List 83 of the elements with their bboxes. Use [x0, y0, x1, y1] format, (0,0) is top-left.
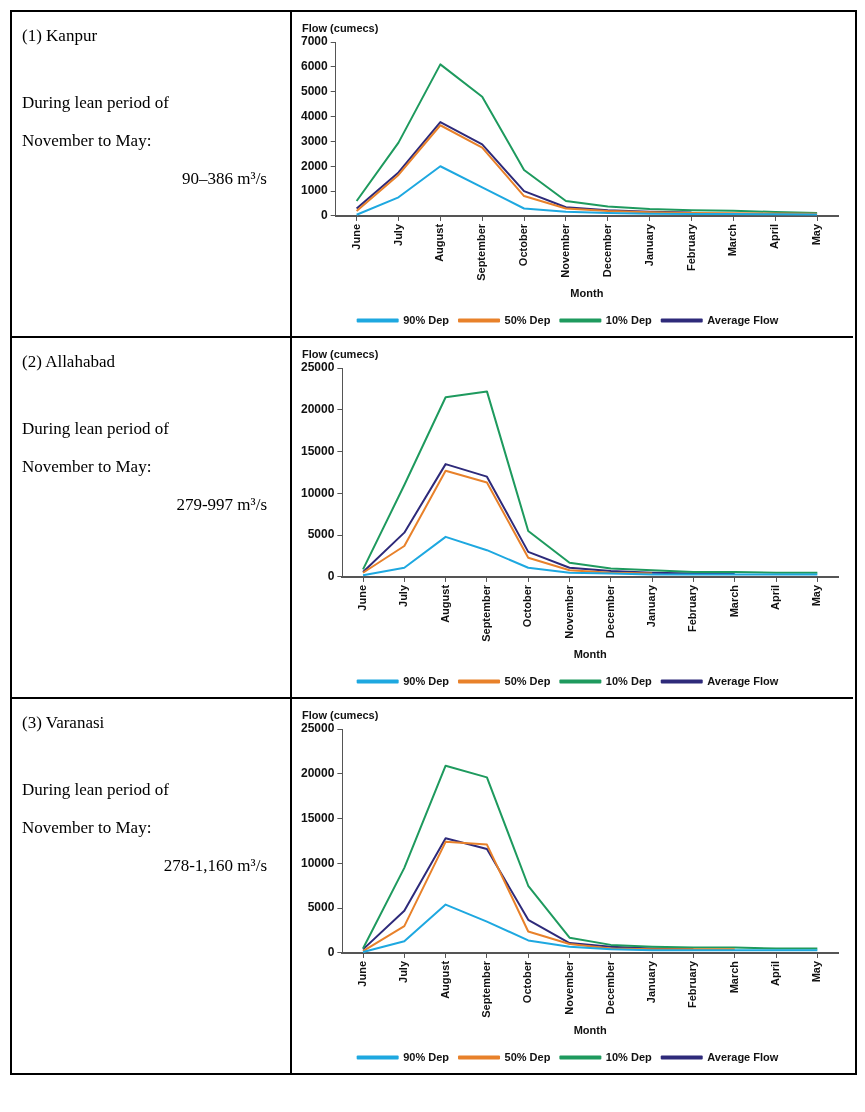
text: (2) Allahabad: [22, 352, 116, 372]
x-tick-label: July: [397, 960, 410, 983]
legend-label: Average Flow: [707, 313, 779, 326]
x-tick-label: May: [810, 223, 823, 246]
y-tick-label: 15000: [300, 443, 335, 458]
x-tick-label: January: [645, 960, 658, 1004]
x-tick-label: March: [726, 223, 739, 257]
text: During lean period of November to May:: [22, 779, 170, 839]
y-tick-label: 4000: [300, 108, 329, 123]
x-tick-label: February: [684, 223, 697, 272]
text: 278-1,160 m³/s: [162, 855, 267, 877]
legend-label: 90% Dep: [403, 674, 450, 687]
y-tick-label: 0: [321, 208, 329, 223]
x-tick-label: August: [438, 960, 451, 999]
y-tick-label: 1000: [300, 183, 329, 198]
x-tick-label: January: [645, 584, 658, 628]
text: 279-997 m³/s: [175, 494, 267, 516]
x-tick-label: December: [603, 584, 616, 639]
x-tick-label: November: [558, 223, 571, 278]
legend-label: 10% Dep: [605, 1050, 652, 1063]
y-axis-title: Flow (cumecs): [302, 347, 379, 360]
x-tick-label: October: [521, 960, 534, 1004]
x-tick-label: April: [768, 223, 781, 250]
x-tick-label: December: [603, 960, 616, 1015]
legend-label: Average Flow: [707, 1050, 779, 1063]
x-axis-title: Month: [573, 648, 607, 661]
legend-label: 50% Dep: [504, 313, 551, 326]
text: During lean period of November to May:: [22, 418, 170, 478]
y-tick-label: 25000: [300, 360, 335, 375]
x-tick-label: July: [391, 223, 404, 246]
legend-label: 50% Dep: [504, 1050, 551, 1063]
text: During lean period of November to May:: [22, 92, 170, 152]
x-tick-label: July: [397, 584, 410, 607]
text: (1) Kanpur: [22, 26, 99, 46]
x-tick-label: March: [727, 584, 740, 618]
x-tick-label: February: [686, 584, 699, 633]
x-tick-label: May: [810, 584, 823, 607]
y-tick-label: 10000: [300, 855, 335, 870]
x-tick-label: February: [686, 960, 699, 1009]
x-axis-title: Month: [573, 1024, 607, 1037]
y-tick-label: 20000: [300, 402, 335, 417]
x-tick-label: September: [479, 960, 492, 1018]
legend-label: 90% Dep: [403, 313, 450, 326]
y-axis-title: Flow (cumecs): [302, 708, 379, 721]
x-tick-label: May: [810, 960, 823, 983]
y-tick-label: 0: [327, 569, 335, 584]
x-tick-label: April: [769, 584, 782, 611]
y-tick-label: 3000: [300, 133, 329, 148]
text: (3) Varanasi: [22, 713, 106, 733]
y-tick-label: 6000: [300, 59, 329, 74]
x-tick-label: June: [356, 960, 369, 987]
legend-label: 90% Dep: [403, 1050, 450, 1063]
legend-label: 50% Dep: [504, 674, 551, 687]
x-tick-label: October: [517, 223, 530, 267]
y-tick-label: 25000: [300, 721, 335, 736]
x-tick-label: April: [769, 960, 782, 987]
y-tick-label: 7000: [300, 34, 329, 49]
text: 90–386 m³/s: [181, 168, 267, 190]
x-tick-label: June: [349, 223, 362, 250]
y-tick-label: 5000: [307, 900, 335, 915]
x-tick-label: September: [475, 223, 488, 281]
x-tick-label: October: [521, 584, 534, 628]
x-tick-label: November: [562, 960, 575, 1015]
x-tick-label: August: [433, 223, 446, 262]
legend-label: Average Flow: [707, 674, 779, 687]
x-tick-label: August: [438, 584, 451, 623]
y-tick-label: 10000: [300, 485, 335, 500]
y-tick-label: 5000: [307, 527, 335, 542]
y-tick-label: 2000: [300, 158, 329, 173]
legend-label: 10% Dep: [605, 674, 652, 687]
x-tick-label: December: [600, 223, 613, 278]
x-tick-label: September: [479, 584, 492, 642]
x-tick-label: March: [727, 960, 740, 994]
x-tick-label: January: [642, 223, 655, 267]
x-tick-label: June: [356, 584, 369, 611]
x-tick-label: November: [562, 584, 575, 639]
y-tick-label: 15000: [300, 810, 335, 825]
x-axis-title: Month: [570, 287, 604, 300]
y-axis-title: Flow (cumecs): [302, 21, 379, 34]
y-tick-label: 20000: [300, 766, 335, 781]
y-tick-label: 0: [327, 945, 335, 960]
y-tick-label: 5000: [300, 84, 329, 99]
legend-label: 10% Dep: [605, 313, 652, 326]
